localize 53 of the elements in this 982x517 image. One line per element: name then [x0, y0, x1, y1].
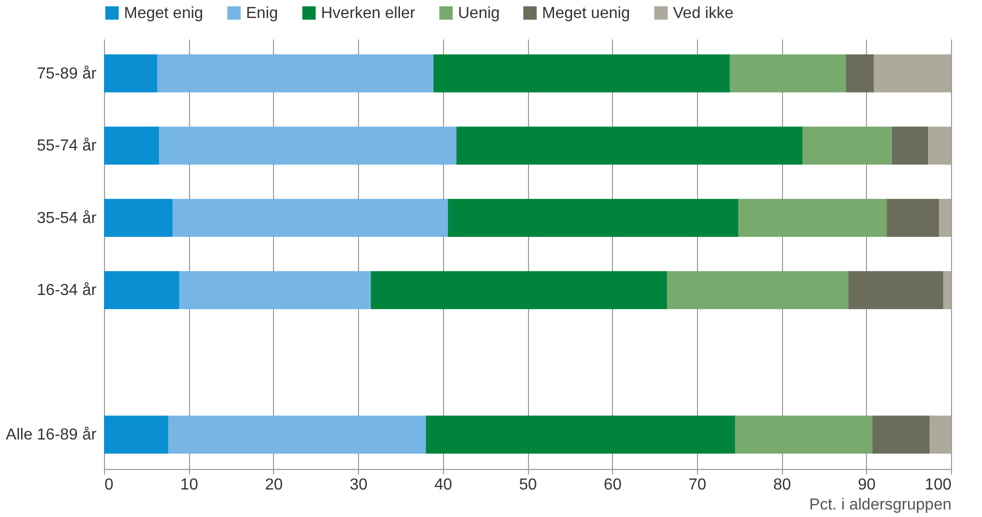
bar — [104, 54, 158, 92]
x-tick-label: 100 — [924, 476, 952, 494]
legend-label: Hverken eller — [321, 5, 416, 22]
x-axis-title: Pct. i aldersgruppen — [809, 496, 952, 514]
x-tick-label: 60 — [604, 476, 622, 494]
bar — [928, 126, 951, 165]
y-tick-label: 16-34 år — [36, 282, 98, 300]
bar — [168, 416, 426, 454]
y-tick-label: 55-74 år — [36, 138, 98, 155]
x-tick-label: 0 — [104, 476, 114, 494]
bar — [157, 54, 434, 92]
bar — [892, 126, 928, 165]
bar — [930, 416, 951, 454]
x-tick-label: 90 — [858, 476, 876, 494]
bar — [456, 126, 803, 165]
bar — [886, 198, 940, 237]
x-tick-label: 30 — [350, 476, 368, 494]
bar — [172, 198, 448, 237]
bar — [104, 271, 180, 310]
legend-label: Meget enig — [124, 5, 204, 22]
bar — [846, 54, 874, 92]
bar — [730, 54, 846, 92]
bar — [433, 54, 730, 92]
bar — [159, 126, 456, 165]
legend-label: Enig — [246, 5, 278, 22]
bar — [104, 126, 160, 165]
bar — [370, 271, 668, 310]
x-tick-label: 10 — [180, 476, 198, 494]
bar — [848, 271, 944, 310]
legend-label: Uenig — [458, 5, 500, 22]
bar — [667, 271, 849, 310]
bar — [872, 416, 930, 454]
bar — [735, 416, 872, 454]
y-tick-label: 75-89 år — [36, 65, 98, 82]
y-tick-label: 35-54 år — [36, 210, 98, 227]
x-tick-label: 70 — [688, 476, 706, 494]
bar — [104, 416, 168, 454]
x-tick-label: 80 — [773, 476, 792, 494]
legend-label: Ved ikke — [673, 5, 734, 22]
bar — [802, 126, 892, 165]
bar — [939, 198, 951, 237]
bar — [179, 271, 371, 310]
bar — [738, 198, 887, 237]
bar — [943, 271, 951, 310]
x-tick-label: 20 — [265, 476, 283, 494]
bar — [874, 54, 951, 92]
legend-label: Meget uenig — [542, 5, 630, 22]
y-tick-label: Alle 16-89 år — [6, 426, 98, 444]
bar — [448, 198, 738, 237]
bar — [426, 416, 736, 454]
x-tick-label: 50 — [519, 476, 537, 494]
x-tick-label: 40 — [434, 476, 452, 494]
bar — [104, 198, 173, 237]
